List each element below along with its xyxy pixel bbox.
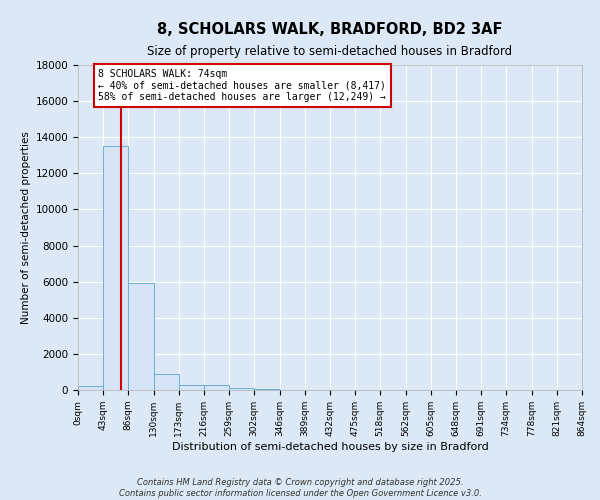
Bar [204,386,229,390]
Text: 8 SCHOLARS WALK: 74sqm
← 40% of semi-detached houses are smaller (8,417)
58% of : 8 SCHOLARS WALK: 74sqm ← 40% of semi-det… [98,68,386,102]
Bar [78,386,103,390]
Y-axis label: Number of semi-detached properties: Number of semi-detached properties [22,131,31,324]
Bar [254,389,280,390]
Bar [154,374,179,390]
Text: Size of property relative to semi-detached houses in Bradford: Size of property relative to semi-detach… [148,45,512,58]
Bar [179,386,204,390]
X-axis label: Distribution of semi-detached houses by size in Bradford: Distribution of semi-detached houses by … [172,442,488,452]
Bar [229,388,254,390]
Bar [128,284,154,390]
Bar [103,146,128,390]
Text: Contains HM Land Registry data © Crown copyright and database right 2025.
Contai: Contains HM Land Registry data © Crown c… [119,478,481,498]
Text: 8, SCHOLARS WALK, BRADFORD, BD2 3AF: 8, SCHOLARS WALK, BRADFORD, BD2 3AF [157,22,503,38]
